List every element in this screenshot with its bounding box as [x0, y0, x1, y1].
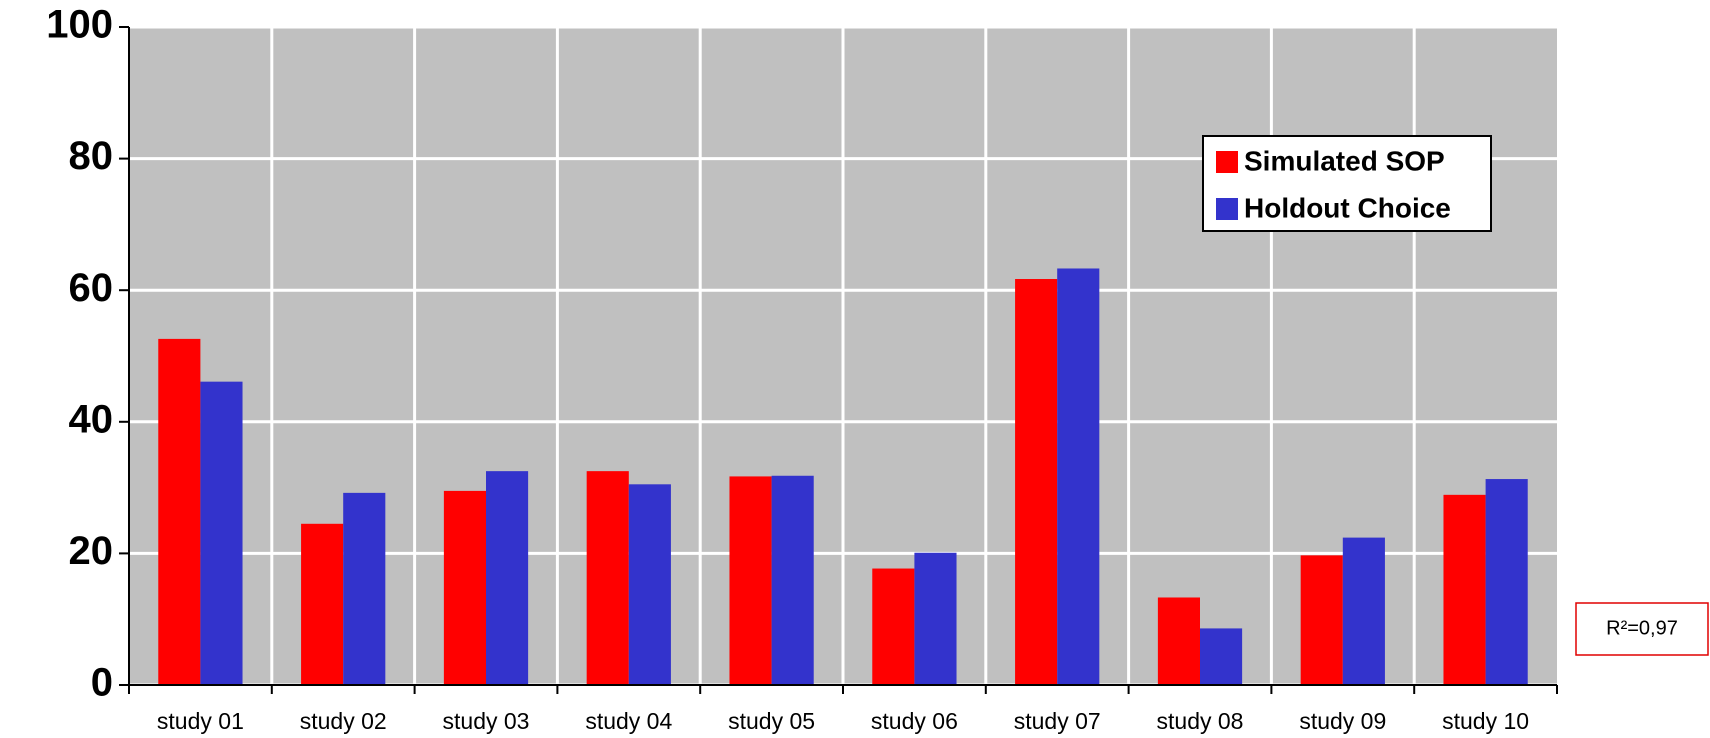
bar: [1443, 494, 1486, 685]
x-tick-label: study 03: [443, 708, 530, 734]
bar: [1057, 268, 1100, 685]
legend-swatch: [1216, 198, 1238, 220]
x-tick-label: study 10: [1442, 708, 1529, 734]
bar: [443, 490, 486, 685]
bar: [158, 338, 201, 685]
bar: [1157, 597, 1200, 685]
y-tick-label: 80: [69, 134, 114, 178]
bar: [872, 568, 915, 685]
bar: [343, 492, 386, 685]
bar: [200, 381, 243, 685]
legend: Simulated SOP Holdout Choice: [1202, 135, 1492, 232]
bar: [729, 476, 772, 685]
annotation: R²=0,97: [1606, 617, 1678, 639]
bar: [586, 471, 629, 685]
x-tick-label: study 05: [728, 708, 815, 734]
bar: [914, 552, 957, 685]
bar: [486, 471, 529, 685]
x-tick-label: study 08: [1157, 708, 1244, 734]
legend-box: [1202, 135, 1492, 232]
y-tick-label: 60: [69, 266, 114, 310]
x-tick-label: study 07: [1014, 708, 1101, 734]
y-tick-label: 20: [69, 529, 114, 573]
y-tick-label: 40: [69, 397, 114, 441]
x-tick-label: study 02: [300, 708, 387, 734]
bar: [1342, 537, 1385, 685]
x-tick-label: study 06: [871, 708, 958, 734]
bar: [1200, 628, 1243, 685]
y-tick-label: 100: [46, 3, 113, 47]
x-tick-label: study 09: [1299, 708, 1386, 734]
x-tick-label: study 01: [157, 708, 244, 734]
bar: [628, 484, 671, 685]
bar: [1300, 555, 1343, 685]
bar: [301, 523, 344, 685]
annotation-box: [1575, 602, 1709, 656]
bar: [1015, 279, 1058, 685]
y-tick-label: 0: [91, 661, 113, 705]
bar: [1485, 479, 1528, 685]
legend-label: Simulated SOP: [1244, 145, 1445, 176]
x-tick-label: study 04: [585, 708, 672, 734]
bar: [771, 475, 814, 685]
legend-swatch: [1216, 151, 1238, 173]
legend-label: Holdout Choice: [1244, 192, 1451, 223]
